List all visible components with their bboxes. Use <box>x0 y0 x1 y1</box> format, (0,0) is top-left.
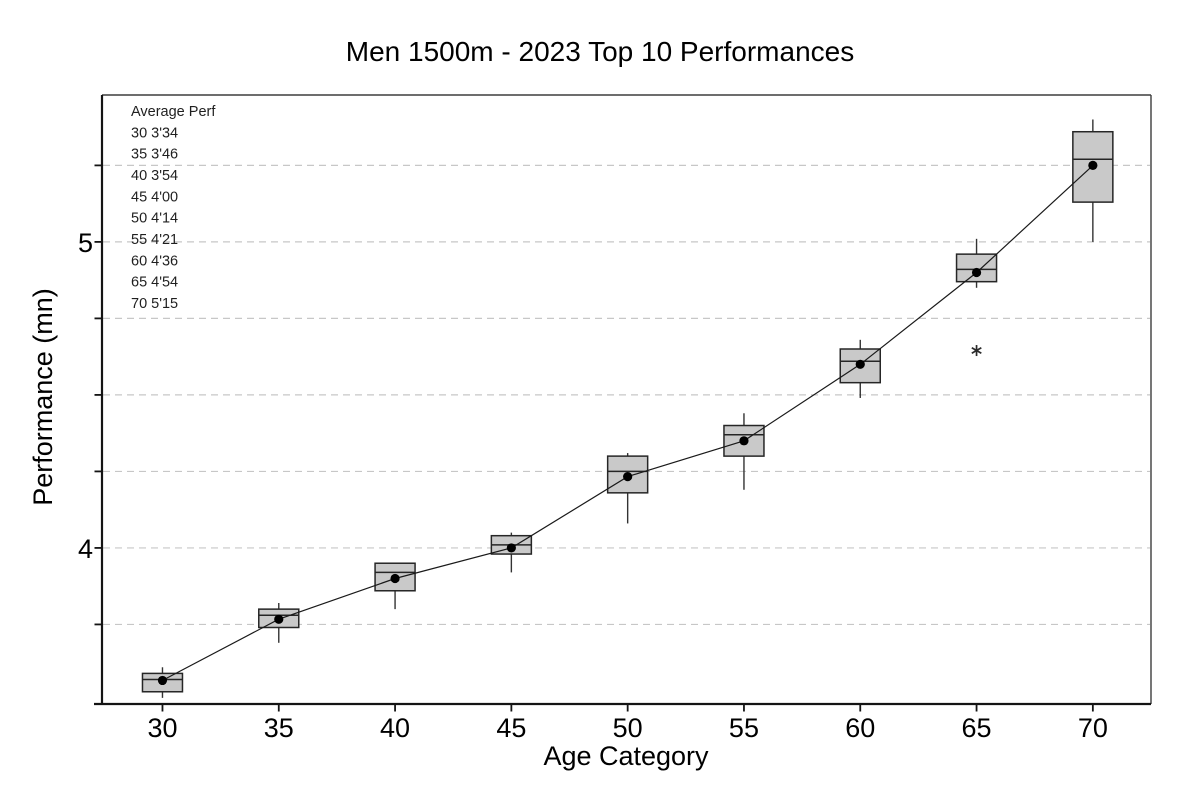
x-tick-label: 30 <box>147 713 177 743</box>
mean-dot <box>390 573 400 584</box>
mean-dot <box>739 436 749 446</box>
mean-line <box>162 164 1094 681</box>
outlier-asterisk <box>971 347 982 355</box>
annotation-line: 40 3'54 <box>131 168 178 184</box>
mean-dot <box>506 543 516 553</box>
x-axis-label: Age Category <box>543 741 709 771</box>
mean-dot <box>971 267 982 278</box>
x-tick-label: 50 <box>613 713 643 743</box>
mean-dot <box>855 359 865 369</box>
annotation-group: Average Perf 30 3'34 35 3'46 40 3'54 45 4'00… <box>131 104 216 312</box>
x-tick-label: 45 <box>496 713 526 743</box>
y-tick-label: 5 <box>78 228 93 258</box>
x-tick-label: 55 <box>729 713 759 743</box>
y-tick-label: 4 <box>78 534 93 564</box>
annotation-line: 50 4'14 <box>131 211 178 227</box>
annotation-heading: Average Perf <box>131 104 216 120</box>
annotation-line: 30 3'34 <box>131 125 178 141</box>
x-tick-label: 65 <box>962 713 992 743</box>
x-tick-label: 40 <box>380 713 410 743</box>
outliers-group <box>971 345 982 357</box>
mean-dot <box>623 472 633 482</box>
mean-dot <box>157 675 168 686</box>
x-tick-label: 60 <box>845 713 875 743</box>
mean-dot <box>1088 160 1098 170</box>
annotation-line: 55 4'21 <box>131 232 178 248</box>
mean-dot <box>274 614 284 624</box>
annotation-line: 60 4'36 <box>131 253 178 269</box>
annotation-line: 35 3'46 <box>131 147 178 163</box>
x-tick-label: 35 <box>264 713 294 743</box>
y-axis-label: Performance (mn) <box>28 288 58 506</box>
chart-title: Men 1500m - 2023 Top 10 Performances <box>346 36 854 67</box>
x-tick-label: 70 <box>1078 713 1108 743</box>
annotation-line: 45 4'00 <box>131 189 178 205</box>
annotation-line: 65 4'54 <box>131 275 178 291</box>
boxes-group <box>141 119 1114 698</box>
gridlines-group <box>103 164 1150 626</box>
annotation-line: 70 5'15 <box>131 296 178 312</box>
mean-line-group <box>157 160 1098 686</box>
